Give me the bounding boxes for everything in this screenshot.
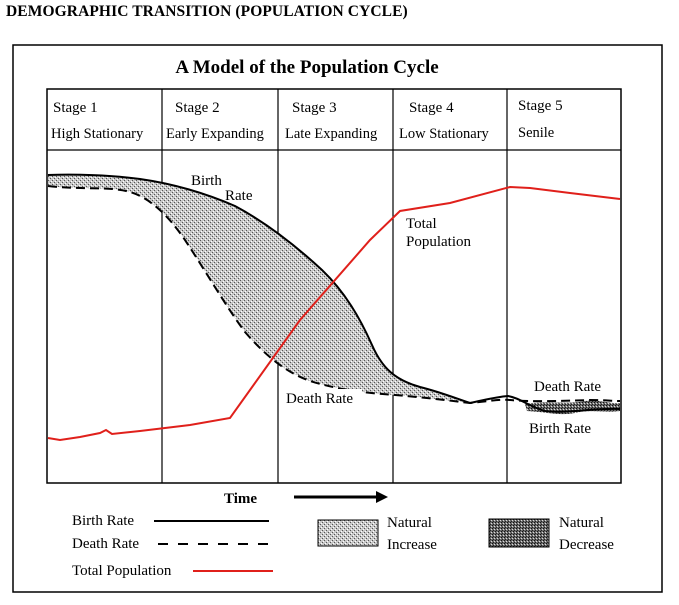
legend-death-rate-label: Death Rate — [72, 536, 139, 552]
stage-4-label: Low Stationary — [399, 126, 490, 142]
death-rate-label-backdrop — [284, 389, 362, 406]
legend-natural-decrease-swatch — [488, 518, 550, 548]
figure-title: A Model of the Population Cycle — [175, 57, 438, 78]
stage-4-name: Stage 4 — [409, 100, 454, 116]
legend-natural-decrease-label: Natural — [559, 515, 604, 531]
death-rate-annotation: Death Rate — [534, 379, 601, 395]
page-heading: DEMOGRAPHIC TRANSITION (POPULATION CYCLE… — [6, 3, 408, 20]
total-population-curve — [47, 185, 621, 442]
legend-natural-increase-swatch — [317, 519, 379, 547]
death-rate-annotation: Death Rate — [286, 391, 353, 407]
stage-5-name: Stage 5 — [518, 98, 563, 114]
stage-1-label: High Stationary — [51, 126, 144, 142]
death-rate-curve — [47, 185, 621, 405]
total-population-annotation: Total — [406, 216, 437, 232]
stage-2-label: Early Expanding — [166, 126, 264, 142]
natural-increase-region — [48, 174, 470, 403]
stage-2-name: Stage 2 — [175, 100, 220, 116]
legend-total-population-label: Total Population — [72, 563, 172, 579]
birth-rate-annotation: Birth — [191, 173, 222, 189]
birth-rate-annotation: Rate — [225, 188, 253, 204]
birth-rate-annotation: Birth Rate — [529, 421, 591, 437]
legend-birth-rate-label: Birth Rate — [72, 513, 134, 529]
stage-panel — [46, 88, 622, 484]
stage-1-name: Stage 1 — [53, 100, 98, 116]
time-arrow-head — [376, 491, 388, 503]
time-axis-label: Time — [224, 491, 257, 507]
stage-3-name: Stage 3 — [292, 100, 337, 116]
legend-natural-increase-label: Natural — [387, 515, 432, 531]
legend-natural-increase-label: Increase — [387, 537, 437, 553]
legend-natural-decrease-label: Decrease — [559, 537, 614, 553]
stage-5-label: Senile — [518, 125, 554, 141]
stage-3-label: Late Expanding — [285, 126, 377, 142]
total-population-annotation: Population — [406, 234, 472, 250]
